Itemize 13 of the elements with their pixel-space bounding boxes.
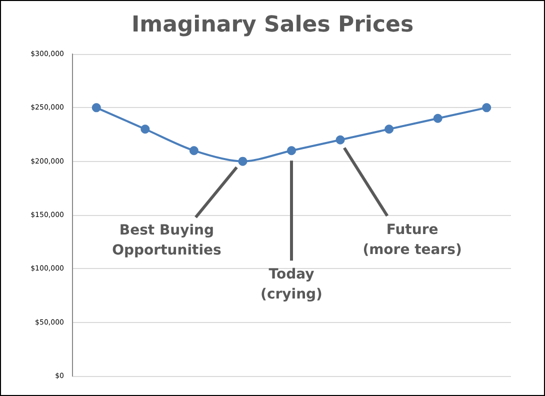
point	[238, 156, 248, 166]
point	[140, 124, 150, 134]
point	[384, 124, 394, 134]
point	[189, 146, 198, 156]
annotation: Best Buying Opportunities	[112, 222, 222, 258]
annotation: Today (crying)	[260, 266, 322, 303]
point	[336, 135, 345, 144]
point	[433, 114, 442, 123]
point	[482, 103, 492, 112]
chart-title: Imaginary Sales Prices	[131, 12, 414, 38]
point	[287, 146, 296, 156]
point	[92, 103, 101, 112]
annotation: Future (more tears)	[362, 222, 462, 258]
